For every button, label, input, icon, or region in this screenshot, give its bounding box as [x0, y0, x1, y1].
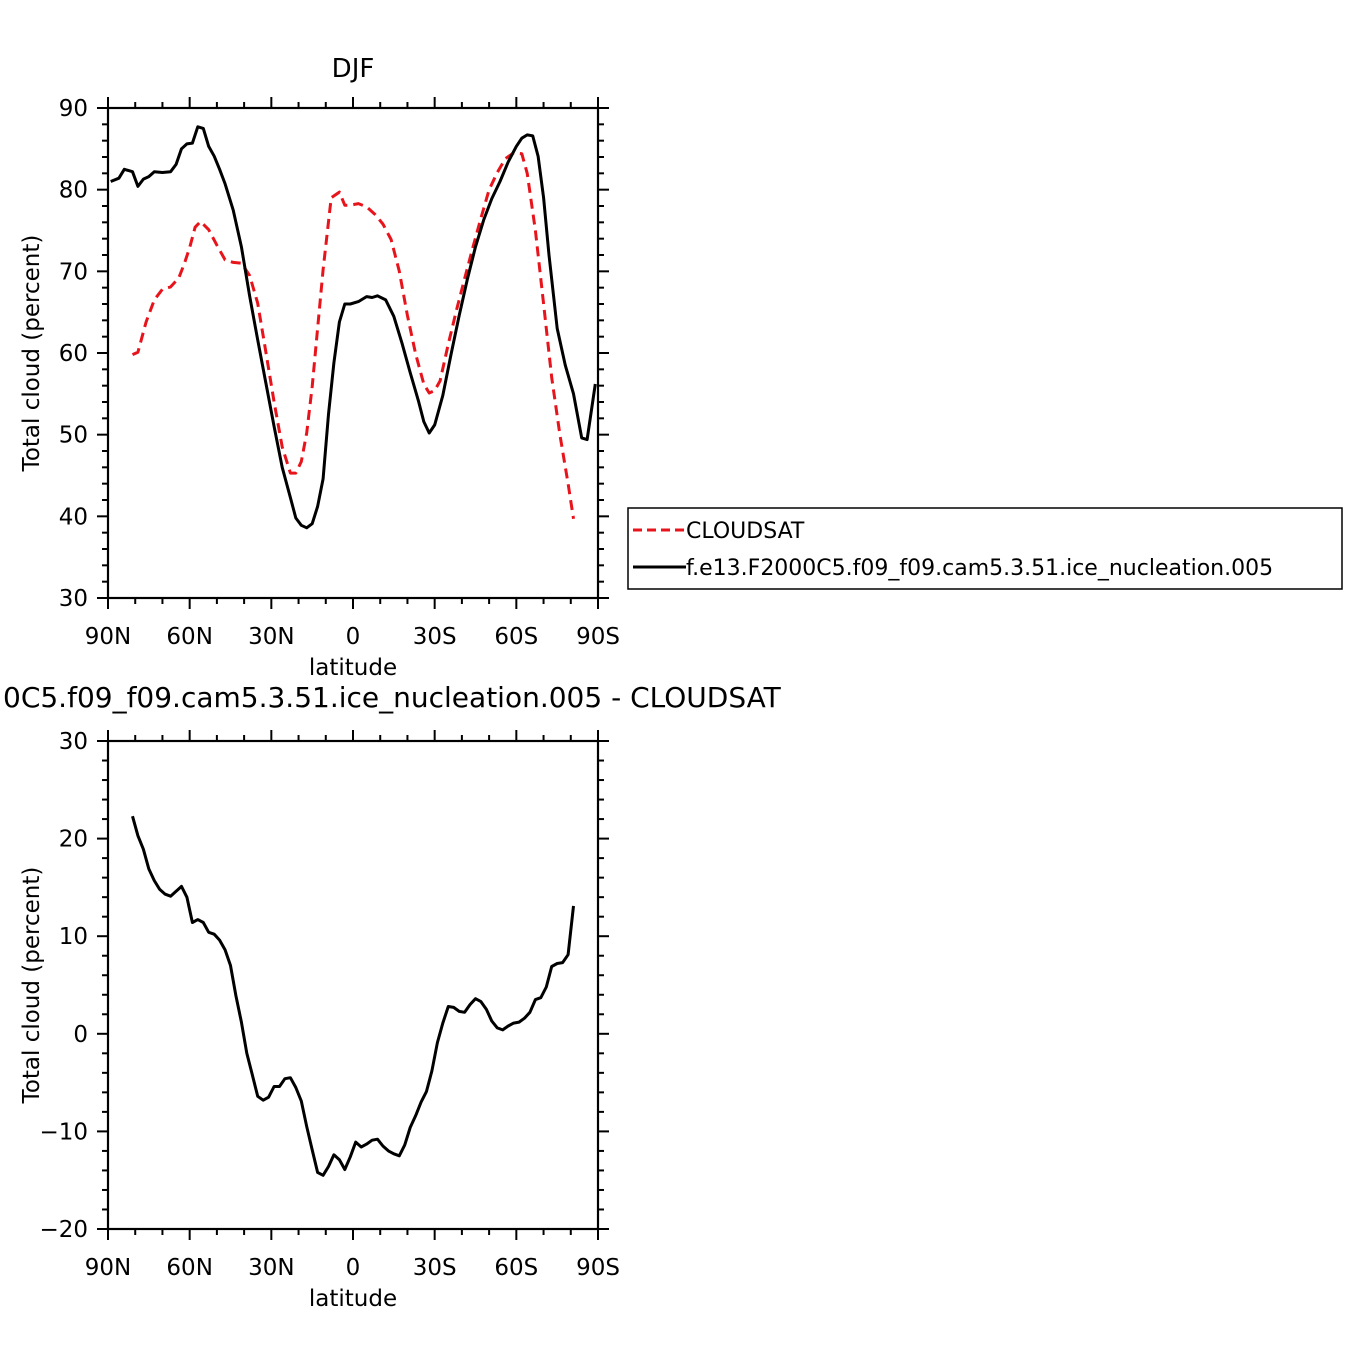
plot-frame	[106, 106, 600, 600]
bottom-panel: 90N 60N 30N 0 30S 60S 90S −20 −10 0 10 20 30 latitude…	[3, 681, 782, 1312]
y-tick-label: 30	[59, 729, 88, 755]
legend-label-0: CLOUDSAT	[686, 519, 805, 544]
x-tick-label: 90N	[85, 1255, 131, 1281]
legend-box	[627, 507, 1343, 590]
x-tick-label: 60S	[494, 624, 538, 650]
y-tick-label: −20	[39, 1217, 88, 1243]
x-tick-label: 90S	[576, 624, 620, 650]
plot-frame	[106, 739, 600, 1231]
y-tick-label: 10	[59, 924, 88, 950]
x-tick-label: 0	[346, 1255, 361, 1281]
chart-title: 0C5.f09_f09.cam5.3.51.ice_nucleation.005…	[3, 681, 782, 714]
y-tick-label: 50	[59, 423, 88, 449]
x-tick-label: 0	[346, 624, 361, 650]
top-panel: 90N 60N 30N 0 30S 60S 90S 30 40 50 60 70 80 90 latitud…	[19, 54, 620, 681]
y-tick-label: 70	[59, 259, 88, 285]
chart-title: DJF	[332, 54, 375, 84]
series-line-0	[131, 815, 575, 1177]
y-tick-label: 0	[73, 1022, 88, 1048]
y-tick-label: 30	[59, 586, 88, 612]
x-tick-label: 60N	[166, 1255, 212, 1281]
x-tick-label: 90N	[85, 624, 131, 650]
legend: CLOUDSAT f.e13.F2000C5.f09_f09.cam5.3.51.…	[627, 507, 1343, 590]
y-tick-label: 40	[59, 504, 88, 530]
y-tick-label: 80	[59, 178, 88, 204]
x-tick-label: 60N	[166, 624, 212, 650]
y-tick-label: −10	[39, 1119, 88, 1145]
series-line-1	[110, 125, 597, 530]
y-axis-label: Total cloud (percent)	[19, 867, 45, 1105]
y-tick-label: 60	[59, 341, 88, 367]
x-tick-label: 30N	[248, 1255, 294, 1281]
x-tick-label: 30S	[413, 624, 457, 650]
x-axis-label: latitude	[309, 1286, 397, 1312]
x-axis-label: latitude	[309, 655, 397, 681]
y-axis-label: Total cloud (percent)	[19, 235, 45, 473]
x-tick-label: 30S	[413, 1255, 457, 1281]
x-tick-label: 60S	[494, 1255, 538, 1281]
series-line-0	[131, 151, 575, 520]
x-tick-label: 30N	[248, 624, 294, 650]
x-tick-label: 90S	[576, 1255, 620, 1281]
y-tick-label: 20	[59, 827, 88, 853]
legend-label-1: f.e13.F2000C5.f09_f09.cam5.3.51.ice_nucl…	[686, 556, 1273, 581]
y-tick-label: 90	[59, 96, 88, 122]
